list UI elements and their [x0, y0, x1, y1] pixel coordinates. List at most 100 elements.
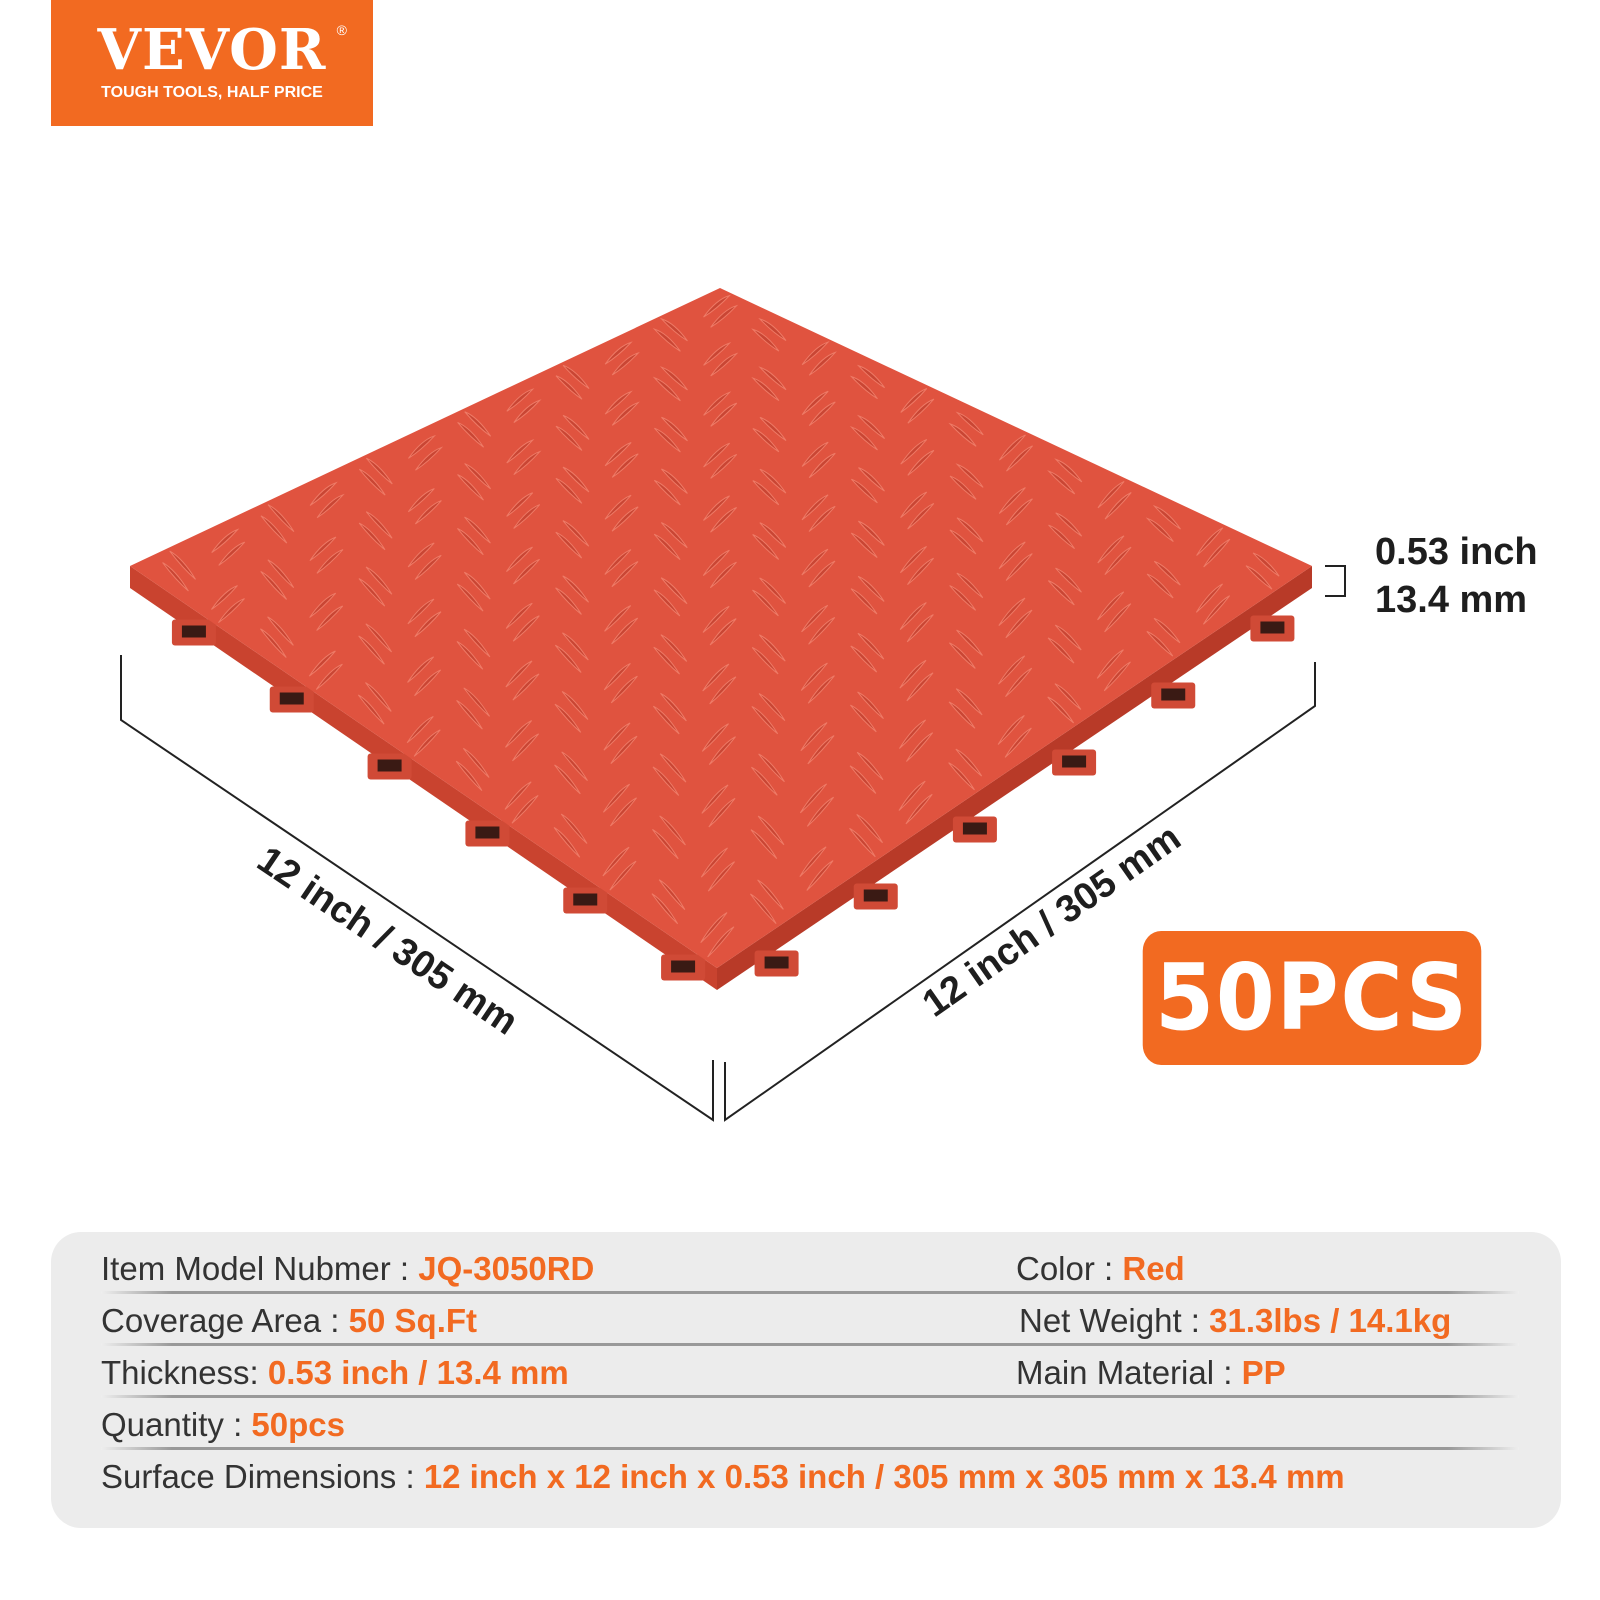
ridge — [464, 516, 491, 544]
ridge — [309, 592, 337, 618]
ridge — [1047, 637, 1075, 664]
ridge — [849, 765, 877, 794]
ridge — [751, 376, 780, 402]
ridge — [750, 829, 778, 859]
row-divider — [101, 1343, 1519, 1346]
ridge — [315, 663, 343, 690]
ridge — [708, 797, 736, 828]
ridge — [611, 617, 639, 645]
ridge — [899, 602, 927, 630]
ridge — [455, 760, 483, 792]
ridge — [702, 605, 730, 633]
ridge — [463, 628, 491, 658]
ridge — [660, 634, 688, 662]
ridge — [1005, 609, 1033, 639]
ridge — [366, 457, 393, 485]
ridge — [365, 566, 393, 595]
ridge — [955, 748, 983, 777]
ridge — [856, 814, 883, 844]
ridge — [562, 466, 590, 493]
ridge — [758, 693, 786, 722]
ridge — [211, 585, 238, 610]
ridge — [407, 598, 435, 625]
spec-row: Surface Dimensions : 12 inch x 12 inch x… — [101, 1450, 1519, 1502]
ridge — [512, 615, 540, 642]
ridge — [611, 506, 639, 532]
ridge — [907, 557, 934, 586]
ridge — [365, 511, 393, 539]
ridge — [611, 453, 639, 478]
ridge — [710, 402, 738, 427]
ridge — [456, 583, 484, 612]
ridge — [513, 558, 540, 585]
ridge — [457, 528, 484, 556]
spec-value: Red — [1122, 1250, 1185, 1287]
connector-tab — [1250, 615, 1295, 642]
ridge — [949, 585, 977, 611]
logo-tagline: TOUGH TOOLS, HALF PRICE — [101, 84, 323, 101]
ridge — [610, 675, 638, 704]
ridge — [457, 421, 484, 448]
ridge — [456, 640, 484, 670]
ridge — [414, 611, 442, 638]
ridge — [752, 428, 780, 453]
ridge — [808, 617, 836, 645]
ridge — [701, 784, 729, 814]
ridge — [604, 605, 632, 632]
ridge — [750, 893, 777, 924]
ridge — [956, 572, 984, 599]
ridge — [949, 529, 977, 555]
ridge — [758, 634, 786, 662]
ridge — [1096, 649, 1124, 679]
ridge — [211, 528, 240, 554]
ridge — [512, 673, 540, 701]
ridge — [604, 390, 633, 415]
ridge — [807, 675, 835, 704]
ridge — [702, 549, 730, 576]
ridge — [1152, 505, 1181, 530]
ridge — [1146, 517, 1174, 542]
spec-label: Surface Dimensions : — [101, 1458, 424, 1495]
spec-cell: Item Model Nubmer : JQ-3050RD — [101, 1250, 594, 1288]
spec-cell: Net Weight : 31.3lbs / 14.1kg — [1019, 1302, 1451, 1340]
ridge — [415, 446, 444, 471]
ridge — [1153, 617, 1181, 644]
ridge — [1005, 667, 1033, 698]
ridge — [652, 705, 680, 735]
connector-tab — [465, 820, 510, 847]
ridge — [801, 390, 829, 416]
ridge — [407, 542, 435, 568]
ridge — [849, 827, 876, 858]
spec-cell: Main Material : PP — [1016, 1354, 1286, 1392]
ridge — [850, 645, 878, 673]
spec-value: 31.3lbs / 14.1kg — [1209, 1302, 1452, 1339]
ridge — [799, 846, 827, 877]
ridge — [513, 450, 542, 476]
ridge — [900, 491, 928, 518]
ridge — [554, 764, 581, 795]
ridge — [849, 375, 878, 400]
ridge — [751, 706, 779, 735]
ridge — [851, 478, 878, 504]
ridge — [850, 704, 877, 733]
spec-value: 12 inch x 12 inch x 0.53 inch / 305 mm x… — [423, 1458, 1345, 1495]
ridge — [659, 753, 687, 783]
ridge — [757, 815, 785, 846]
ridge — [1047, 696, 1075, 724]
ridge — [267, 616, 294, 646]
ridge — [365, 623, 393, 653]
ridge — [555, 531, 583, 559]
ridge — [801, 340, 830, 366]
ridge — [553, 827, 581, 858]
ridge — [604, 341, 633, 365]
ridge — [260, 628, 287, 658]
ridge — [801, 604, 829, 633]
ridge — [1203, 538, 1231, 568]
ridge — [709, 618, 737, 646]
ridge — [799, 783, 828, 814]
ridge — [856, 414, 885, 439]
quantity-badge: 50PCS — [1142, 931, 1482, 1065]
ridge — [757, 879, 784, 910]
ridge — [602, 783, 630, 813]
ridge — [267, 504, 295, 533]
